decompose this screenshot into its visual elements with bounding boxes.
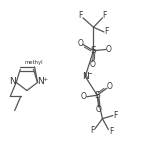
- Text: O: O: [106, 45, 112, 54]
- Text: O: O: [77, 39, 83, 48]
- Text: −: −: [86, 71, 92, 77]
- Text: F: F: [79, 11, 83, 20]
- Text: S: S: [94, 91, 100, 100]
- Text: N: N: [37, 77, 44, 86]
- Text: O: O: [81, 92, 87, 101]
- Text: N: N: [10, 77, 16, 86]
- Text: +: +: [42, 77, 47, 83]
- Text: F: F: [109, 127, 113, 136]
- Text: O: O: [90, 60, 96, 69]
- Text: N: N: [82, 72, 89, 81]
- Text: F: F: [103, 11, 107, 20]
- Text: F: F: [113, 111, 118, 120]
- Text: F: F: [90, 126, 95, 135]
- Text: methyl: methyl: [24, 60, 43, 65]
- Text: F: F: [104, 27, 109, 36]
- Text: O: O: [107, 83, 112, 91]
- Text: S: S: [91, 46, 96, 55]
- Text: O: O: [96, 105, 102, 114]
